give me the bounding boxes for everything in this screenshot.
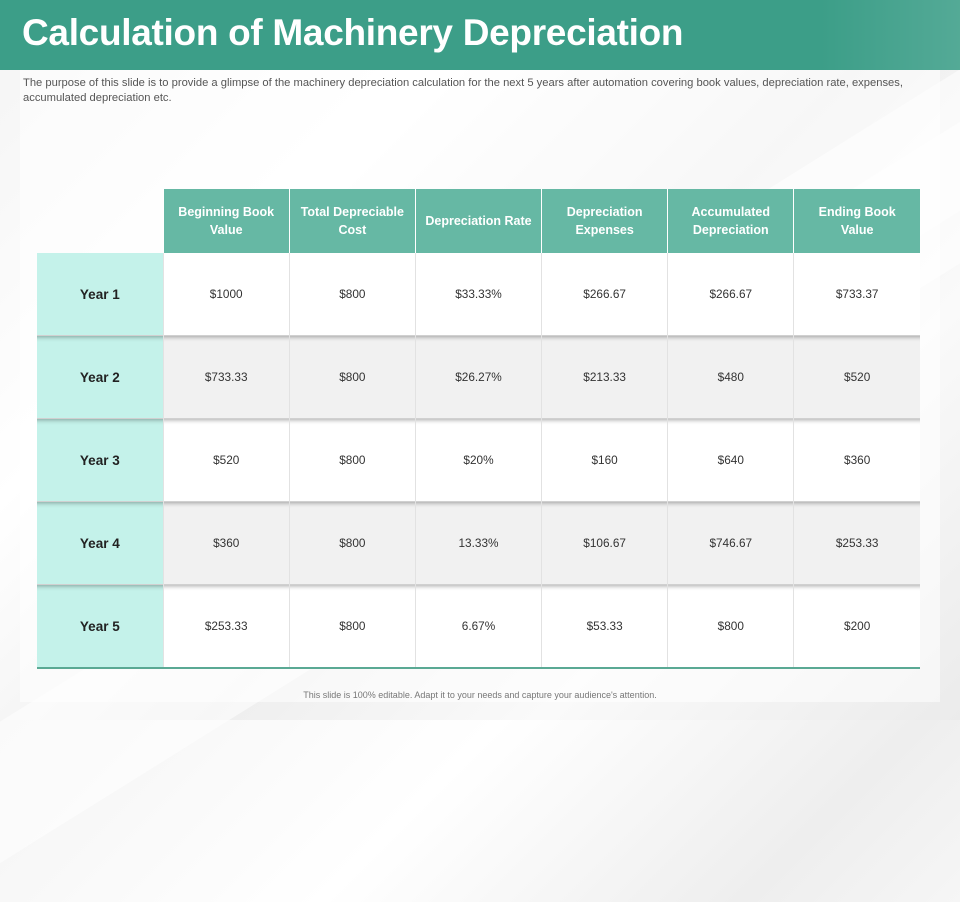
cell-beginning-book-value: $1000	[162, 253, 290, 336]
table-row: Year 2 $733.33 $800 $26.27% $213.33 $480…	[37, 335, 920, 419]
header-depreciation-rate: Depreciation Rate	[414, 189, 542, 253]
cell-total-depreciable-cost: $800	[288, 584, 416, 669]
cell-depreciation-rate: $20%	[414, 418, 542, 502]
cell-depreciation-rate: $26.27%	[414, 335, 542, 419]
cell-depreciation-expenses: $106.67	[541, 501, 668, 585]
slide-title: Calculation of Machinery Depreciation	[22, 12, 684, 53]
slide-footer: This slide is 100% editable. Adapt it to…	[303, 690, 657, 700]
cell-depreciation-expenses: $160	[541, 418, 668, 502]
cell-ending-book-value: $520	[793, 335, 920, 419]
cell-beginning-book-value: $733.33	[162, 335, 290, 419]
table-row: Year 5 $253.33 $800 6.67% $53.33 $800 $2…	[37, 584, 920, 669]
cell-total-depreciable-cost: $800	[288, 501, 416, 585]
year-label: Year 2	[37, 335, 164, 419]
cell-accumulated-depreciation: $746.67	[667, 501, 794, 585]
cell-total-depreciable-cost: $800	[288, 335, 416, 419]
title-bar: Calculation of Machinery Depreciation	[0, 0, 960, 70]
table-row: Year 3 $520 $800 $20% $160 $640 $360	[37, 418, 920, 502]
cell-ending-book-value: $253.33	[793, 501, 920, 585]
cell-total-depreciable-cost: $800	[288, 253, 416, 336]
cell-depreciation-expenses: $53.33	[541, 584, 668, 669]
cell-depreciation-expenses: $213.33	[541, 335, 668, 419]
header-accumulated-depreciation: Accumulated Depreciation	[667, 189, 794, 253]
year-label: Year 3	[37, 418, 164, 502]
title-bar-accent	[820, 0, 960, 70]
year-label: Year 4	[37, 501, 164, 585]
cell-accumulated-depreciation: $266.67	[667, 253, 794, 336]
cell-beginning-book-value: $520	[162, 418, 290, 502]
cell-beginning-book-value: $253.33	[162, 584, 290, 669]
cell-beginning-book-value: $360	[162, 501, 290, 585]
header-ending-book-value: Ending Book Value	[793, 189, 920, 253]
cell-depreciation-rate: 13.33%	[414, 501, 542, 585]
year-label: Year 1	[37, 253, 164, 336]
header-beginning-book-value: Beginning Book Value	[162, 189, 290, 253]
table-row: Year 1 $1000 $800 $33.33% $266.67 $266.6…	[37, 253, 920, 336]
depreciation-table: Beginning Book Value Total Depreciable C…	[37, 189, 920, 669]
cell-ending-book-value: $360	[793, 418, 920, 502]
cell-depreciation-rate: $33.33%	[414, 253, 542, 336]
year-label: Year 5	[37, 584, 164, 669]
table-row: Year 4 $360 $800 13.33% $106.67 $746.67 …	[37, 501, 920, 585]
cell-accumulated-depreciation: $800	[667, 584, 794, 669]
header-depreciation-expenses: Depreciation Expenses	[541, 189, 668, 253]
header-total-depreciable-cost: Total Depreciable Cost	[288, 189, 416, 253]
table-header-row: Beginning Book Value Total Depreciable C…	[37, 189, 920, 253]
cell-depreciation-rate: 6.67%	[414, 584, 542, 669]
cell-total-depreciable-cost: $800	[288, 418, 416, 502]
slide-description: The purpose of this slide is to provide …	[23, 77, 903, 104]
cell-accumulated-depreciation: $640	[667, 418, 794, 502]
cell-ending-book-value: $733.37	[793, 253, 920, 336]
corner-cell	[37, 189, 163, 253]
cell-accumulated-depreciation: $480	[667, 335, 794, 419]
cell-ending-book-value: $200	[793, 584, 920, 669]
cell-depreciation-expenses: $266.67	[541, 253, 668, 336]
